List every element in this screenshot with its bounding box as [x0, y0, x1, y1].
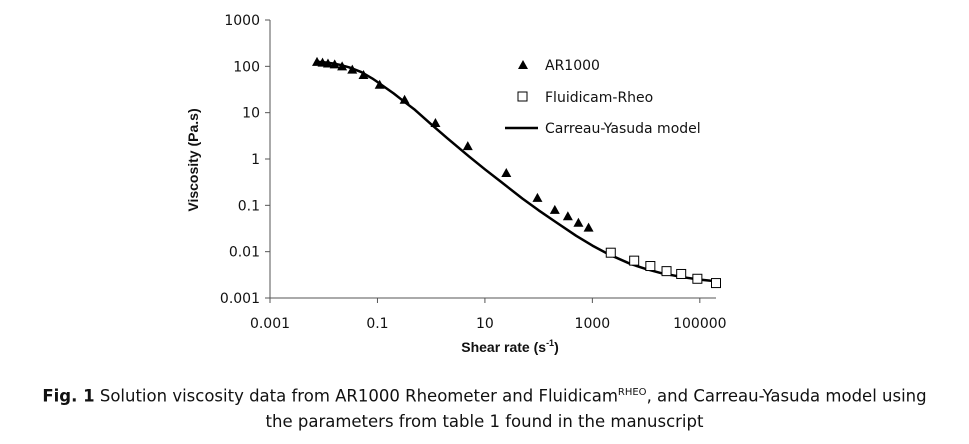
y-tick-label: 0.01 — [229, 245, 260, 261]
data-point-ar1000 — [462, 141, 473, 151]
y-tick-label: 100 — [233, 59, 260, 75]
data-point-ar1000 — [322, 58, 333, 68]
data-point-ar1000 — [573, 217, 584, 227]
data-point-ar1000 — [501, 167, 512, 177]
legend-label-carreau: Carreau-Yasuda model — [545, 121, 701, 137]
x-tick-label: 0.1 — [366, 316, 388, 332]
data-point-fluidicam — [645, 261, 656, 272]
x-axis-title-end: ) — [554, 339, 559, 355]
figure-caption: Fig. 1 Solution viscosity data from AR10… — [0, 380, 969, 434]
legend-label-fluidicam: Fluidicam-Rheo — [545, 90, 653, 106]
data-point-ar1000 — [374, 79, 385, 89]
data-point-fluidicam — [629, 255, 640, 266]
data-point-ar1000 — [583, 222, 594, 232]
plot-frame — [269, 20, 716, 299]
x-tick-label: 1000 — [575, 316, 611, 332]
y-axis-title: Viscosity (Pa.s) — [185, 108, 201, 211]
y-tick-label: 10 — [242, 106, 260, 122]
caption-text-1: Solution viscosity data from AR1000 Rheo… — [94, 386, 618, 406]
data-point-ar1000 — [347, 64, 358, 74]
caption-label: Fig. 1 — [42, 386, 95, 406]
data-point-ar1000 — [399, 94, 410, 104]
data-point-ar1000 — [430, 117, 441, 127]
series-layer — [312, 56, 721, 289]
data-point-fluidicam — [676, 268, 687, 279]
chart: 0.001 0.01 0.1 1 10 100 1000 0.001 0.1 10 1000 1000… — [185, 13, 727, 355]
x-tick-label: 10 — [476, 316, 494, 332]
series-carreau-yasuda-line — [316, 60, 717, 283]
data-point-fluidicam — [605, 247, 616, 258]
y-tick-label: 0.1 — [238, 198, 260, 214]
caption-line-1: Fig. 1 Solution viscosity data from AR10… — [0, 380, 969, 409]
data-point-fluidicam — [661, 266, 672, 277]
data-point-ar1000 — [562, 211, 573, 221]
caption-text-2: , and Carreau-Yasuda model using — [646, 386, 927, 406]
data-point-ar1000 — [329, 59, 340, 69]
legend: AR1000 Fluidicam-Rheo Carreau-Yasuda mod… — [505, 58, 701, 137]
y-tick-label: 1000 — [224, 13, 260, 29]
data-point-fluidicam — [692, 273, 703, 284]
data-point-fluidicam — [711, 278, 721, 289]
legend-marker-ar1000 — [518, 60, 528, 69]
legend-marker-fluidicam — [517, 91, 528, 102]
data-point-ar1000 — [358, 70, 369, 80]
x-tick-label: 100000 — [673, 316, 726, 332]
data-point-ar1000 — [549, 204, 560, 214]
x-axis-title-main: Shear rate (s — [461, 339, 546, 355]
ticks: 0.001 0.01 0.1 1 10 100 1000 0.001 0.1 10 1000 1000… — [220, 13, 727, 332]
y-tick-label: 0.001 — [220, 291, 260, 307]
x-tick-label: 0.001 — [250, 316, 290, 332]
caption-line-2: the parameters from table 1 found in the… — [265, 411, 704, 431]
x-axis-title: Shear rate (s-1) — [461, 338, 559, 355]
data-point-ar1000 — [337, 61, 348, 71]
caption-sup: RHEO — [617, 387, 647, 398]
legend-label-ar1000: AR1000 — [545, 58, 600, 74]
data-point-ar1000 — [532, 192, 543, 202]
x-axis-title-superscript: -1 — [546, 338, 554, 348]
y-tick-label: 1 — [251, 152, 260, 168]
